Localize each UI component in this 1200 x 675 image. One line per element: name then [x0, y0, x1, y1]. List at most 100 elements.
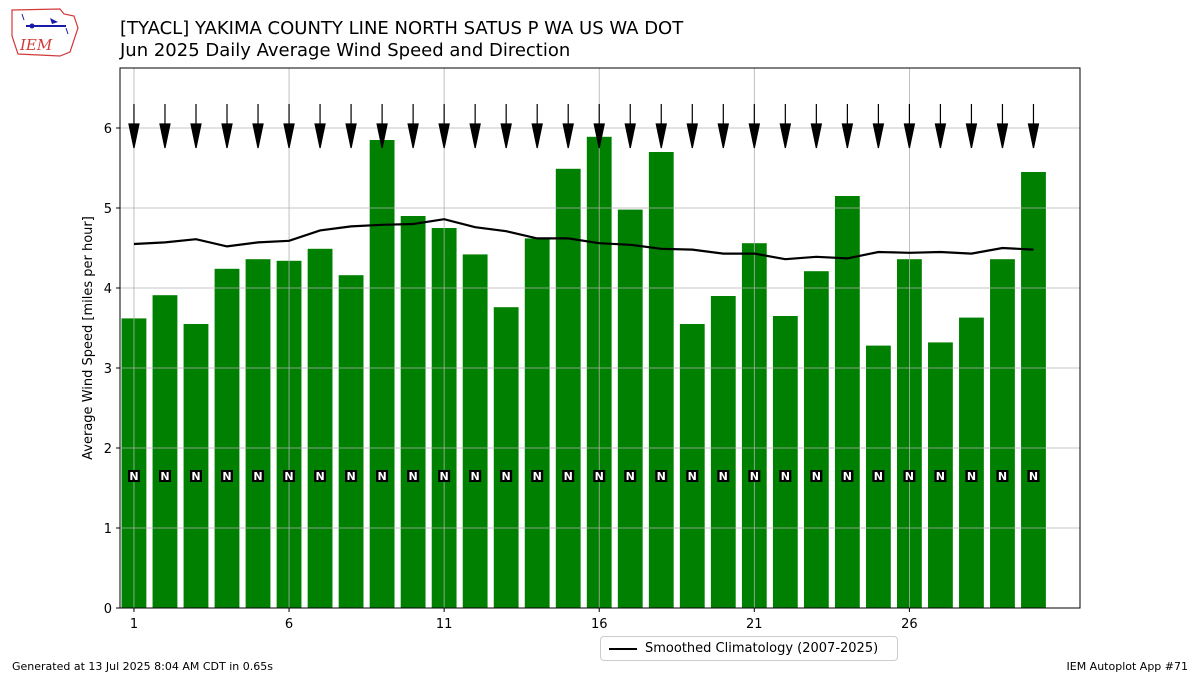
wind-direction-arrow-icon — [438, 104, 450, 149]
legend-line-swatch — [609, 647, 637, 650]
direction-label: N — [222, 470, 231, 483]
bar — [710, 296, 736, 608]
y-tick-label: 1 — [104, 522, 112, 537]
wind-direction-arrow-icon — [624, 104, 636, 149]
bar — [679, 324, 705, 608]
bar — [400, 216, 426, 608]
direction-label-box — [717, 470, 730, 482]
bar — [990, 259, 1015, 608]
direction-label-box — [965, 470, 978, 482]
direction-label-box — [779, 470, 792, 482]
direction-label: N — [905, 470, 914, 483]
bar — [617, 209, 643, 608]
bar — [1021, 172, 1046, 608]
direction-label: N — [315, 470, 324, 483]
direction-label-box — [189, 470, 202, 482]
wind-direction-arrow-icon — [562, 104, 574, 149]
direction-label: N — [533, 470, 542, 483]
direction-label: N — [874, 470, 883, 483]
legend: Smoothed Climatology (2007-2025) — [600, 636, 898, 661]
wind-direction-arrow-icon — [779, 104, 792, 149]
direction-label-box — [158, 470, 171, 482]
bar — [152, 295, 178, 608]
direction-label-box — [655, 470, 668, 482]
bar — [524, 238, 550, 608]
direction-label-box — [1027, 470, 1040, 482]
wind-direction-arrow-icon — [996, 104, 1009, 149]
direction-label: N — [409, 470, 418, 483]
direction-label-box — [127, 470, 140, 482]
direction-label: N — [346, 470, 355, 483]
wind-direction-arrow-icon — [872, 104, 885, 149]
wind-direction-arrow-icon — [655, 104, 667, 149]
direction-label: N — [160, 470, 169, 483]
direction-label: N — [502, 470, 511, 483]
wind-direction-arrow-icon — [407, 104, 419, 149]
wind-direction-arrow-icon — [903, 104, 916, 149]
direction-label: N — [191, 470, 200, 483]
direction-label-box — [810, 470, 823, 482]
bar — [214, 268, 240, 608]
direction-label-box — [345, 470, 358, 482]
direction-label-box — [748, 470, 761, 482]
bar — [772, 316, 798, 608]
y-axis-label: Average Wind Speed [miles per hour] — [81, 216, 96, 460]
direction-label: N — [843, 470, 852, 483]
wind-direction-arrow-icon — [593, 104, 605, 149]
bar — [307, 248, 333, 609]
wind-direction-arrow-icon — [1027, 104, 1040, 149]
bar — [493, 307, 519, 608]
direction-label: N — [377, 470, 386, 483]
direction-label: N — [129, 470, 138, 483]
direction-label-box — [252, 470, 265, 482]
direction-label: N — [595, 470, 604, 483]
direction-label: N — [719, 470, 728, 483]
bar — [245, 259, 271, 608]
direction-label: N — [998, 470, 1007, 483]
iem-logo-text: IEM — [19, 36, 53, 54]
bar — [183, 324, 209, 608]
direction-label-box — [903, 470, 916, 482]
wind-direction-arrow-icon — [717, 104, 730, 149]
wind-direction-arrow-icon — [190, 104, 202, 149]
direction-label: N — [284, 470, 293, 483]
wind-direction-arrow-icon — [934, 104, 947, 149]
direction-label: N — [471, 470, 480, 483]
legend-label: Smoothed Climatology (2007-2025) — [645, 641, 879, 656]
bar — [555, 168, 581, 609]
direction-label-box — [593, 470, 606, 482]
y-tick-label: 4 — [104, 282, 112, 297]
app-label: IEM Autoplot App #71 — [1066, 660, 1189, 673]
chart-title-line1: [TYACL] YAKIMA COUNTY LINE NORTH SATUS P… — [120, 18, 684, 39]
x-tick-label: 16 — [591, 617, 608, 632]
wind-direction-arrow-icon — [159, 104, 171, 149]
direction-label: N — [440, 470, 449, 483]
x-tick-label: 6 — [285, 617, 293, 632]
direction-label-box — [438, 470, 451, 482]
y-tick-label: 2 — [104, 442, 112, 457]
direction-label-box — [562, 470, 575, 482]
wind-direction-arrow-icon — [500, 104, 512, 149]
direction-label: N — [1029, 470, 1038, 483]
direction-label-box — [934, 470, 947, 482]
direction-label-box — [531, 470, 544, 482]
y-tick-label: 6 — [104, 122, 112, 137]
bar — [338, 275, 364, 608]
bar — [369, 140, 395, 608]
direction-label-box — [376, 470, 389, 482]
direction-label: N — [253, 470, 262, 483]
direction-label-box — [500, 470, 513, 482]
direction-label-box — [283, 470, 296, 482]
direction-label-box — [996, 470, 1009, 482]
direction-label: N — [967, 470, 976, 483]
bar — [834, 196, 860, 608]
wind-direction-arrow-icon — [283, 104, 295, 149]
x-tick-label: 1 — [130, 617, 138, 632]
direction-label: N — [564, 470, 573, 483]
wind-direction-arrow-icon — [252, 104, 264, 149]
wind-direction-arrow-icon — [965, 104, 978, 149]
direction-label-box — [841, 470, 854, 482]
y-tick-label: 0 — [104, 602, 112, 617]
direction-label-box — [872, 470, 885, 482]
